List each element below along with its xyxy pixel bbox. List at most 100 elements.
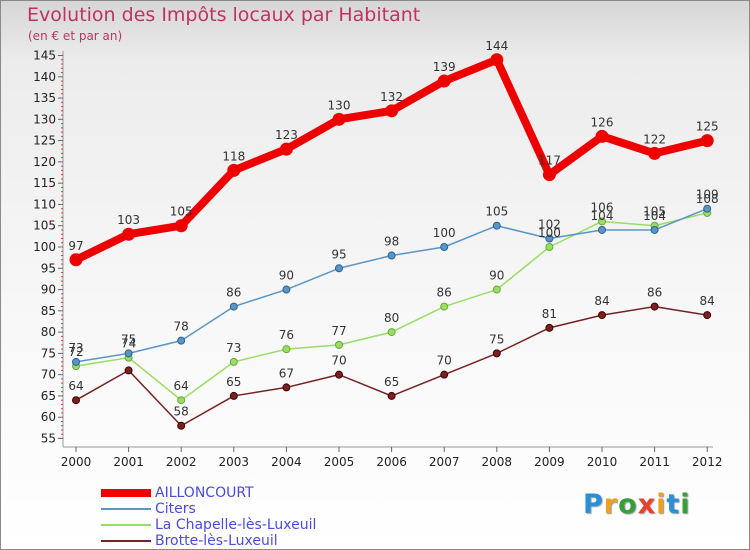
y-tick-label: 140 <box>33 70 56 84</box>
data-label: 84 <box>700 294 715 308</box>
logo-letter: r <box>603 489 619 520</box>
y-tick-label: 95 <box>41 261 56 275</box>
data-point <box>595 129 609 143</box>
data-label: 74 <box>121 337 136 351</box>
x-tick-label: 2003 <box>219 455 250 469</box>
legend-swatch <box>101 524 151 526</box>
legend-label: Brotte-lès-Luxeuil <box>155 533 278 549</box>
data-label: 106 <box>591 200 614 214</box>
data-label: 75 <box>489 332 504 346</box>
data-label: 105 <box>643 205 666 219</box>
data-point <box>703 311 712 320</box>
data-label: 70 <box>331 354 346 368</box>
data-point <box>229 391 238 400</box>
data-label: 130 <box>328 98 351 112</box>
data-point <box>440 302 449 311</box>
y-tick-label: 55 <box>41 431 56 445</box>
logo-letter: o <box>618 489 638 520</box>
data-label: 86 <box>647 286 662 300</box>
data-point <box>598 311 606 320</box>
x-tick-label: 2004 <box>271 455 302 469</box>
y-tick-label: 70 <box>41 368 56 382</box>
data-label: 78 <box>174 320 189 334</box>
data-point <box>335 340 343 349</box>
data-point <box>282 285 291 294</box>
chart-subtitle: (en € et par an) <box>28 29 123 43</box>
data-point <box>650 302 659 311</box>
data-point <box>177 421 186 430</box>
legend-swatch <box>101 508 151 510</box>
data-label: 123 <box>275 128 298 142</box>
data-label: 100 <box>433 226 456 240</box>
data-label: 105 <box>485 205 508 219</box>
x-tick-label: 2002 <box>166 455 197 469</box>
data-point <box>227 163 241 177</box>
data-point <box>279 142 293 156</box>
y-tick-label: 60 <box>41 410 56 424</box>
data-label: 118 <box>222 149 245 163</box>
data-point <box>282 383 291 392</box>
data-point <box>335 370 343 379</box>
data-label: 70 <box>437 354 452 368</box>
data-point <box>440 370 449 379</box>
data-label: 58 <box>174 405 189 419</box>
data-label: 73 <box>68 341 83 355</box>
x-tick-label: 2012 <box>692 455 723 469</box>
logo-letter: x <box>637 489 657 520</box>
data-label: 98 <box>384 235 399 249</box>
data-point <box>598 217 606 226</box>
data-label: 122 <box>643 132 666 146</box>
data-point <box>545 323 554 332</box>
data-label: 104 <box>591 209 614 223</box>
data-point <box>387 328 396 337</box>
y-tick-label: 90 <box>41 283 56 297</box>
x-tick-label: 2005 <box>324 455 355 469</box>
x-tick-label: 2006 <box>376 455 407 469</box>
data-label: 64 <box>174 379 189 393</box>
data-point <box>122 227 136 241</box>
data-label: 73 <box>226 341 241 355</box>
data-point <box>545 243 554 251</box>
data-point <box>650 225 659 234</box>
legend-label: AILLONCOURT <box>155 485 254 501</box>
logo-letter: i <box>680 489 691 520</box>
y-tick-label: 115 <box>33 176 56 190</box>
data-point <box>387 251 396 260</box>
y-tick-label: 65 <box>41 389 56 403</box>
x-tick-label: 2010 <box>587 455 618 469</box>
data-point <box>492 285 501 294</box>
data-point <box>492 349 501 358</box>
data-label: 109 <box>696 188 719 202</box>
x-tick-label: 2000 <box>61 455 92 469</box>
data-point <box>124 349 133 358</box>
data-point <box>229 302 238 311</box>
data-label: 86 <box>437 286 452 300</box>
data-label: 90 <box>279 269 294 283</box>
y-tick-label: 120 <box>33 155 56 169</box>
data-point <box>703 204 712 213</box>
data-label: 103 <box>117 213 140 227</box>
logo-letter: t <box>666 489 681 520</box>
data-label: 64 <box>68 379 83 393</box>
legend-label: La Chapelle-lès-Luxeuil <box>155 517 317 533</box>
data-point <box>335 264 343 273</box>
data-point <box>124 366 133 375</box>
legend-swatch <box>101 489 151 497</box>
data-point <box>332 112 346 126</box>
data-point <box>700 134 714 148</box>
data-label: 126 <box>591 115 614 129</box>
data-label: 90 <box>489 269 504 283</box>
legend-swatch <box>101 540 151 542</box>
data-point <box>282 345 291 354</box>
data-label: 77 <box>331 324 346 338</box>
y-tick-label: 85 <box>41 304 56 318</box>
data-label: 65 <box>226 375 241 389</box>
data-point <box>598 225 606 234</box>
data-point <box>229 357 238 366</box>
data-point <box>177 336 186 345</box>
data-point <box>490 53 504 67</box>
y-tick-label: 80 <box>41 325 56 339</box>
data-label: 132 <box>380 90 403 104</box>
